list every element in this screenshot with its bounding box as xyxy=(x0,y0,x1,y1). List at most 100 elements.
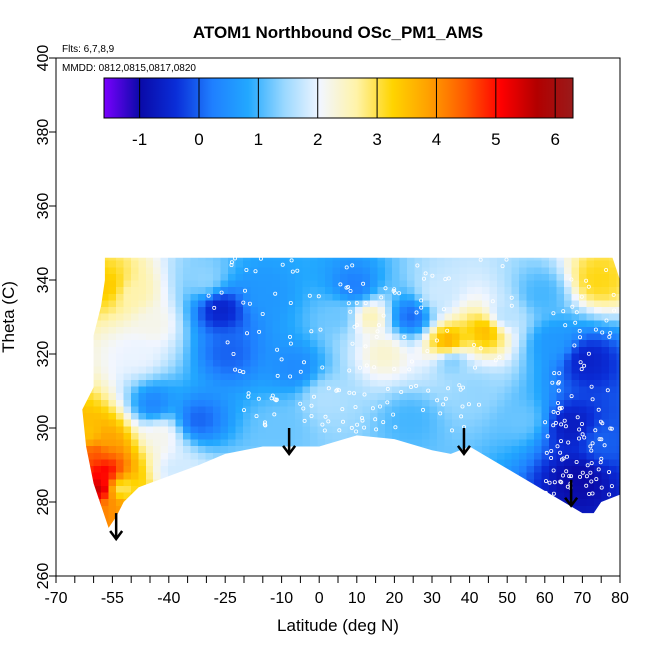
sample-point xyxy=(260,311,265,316)
sample-point xyxy=(446,276,451,281)
sample-point xyxy=(344,265,349,270)
sample-point xyxy=(556,400,561,405)
y-axis-label: Theta (C) xyxy=(0,281,18,353)
sample-point xyxy=(354,323,359,328)
sample-point xyxy=(275,347,280,352)
sample-point xyxy=(569,474,574,479)
sample-point xyxy=(392,367,397,372)
sample-point xyxy=(244,267,249,272)
sample-point xyxy=(599,456,604,461)
sample-point xyxy=(578,474,583,479)
sample-point xyxy=(257,329,262,334)
sample-point xyxy=(256,396,261,401)
sample-point xyxy=(350,341,355,346)
sample-point xyxy=(241,300,246,305)
sample-point xyxy=(322,428,327,433)
sample-point xyxy=(544,450,549,455)
colorbar-tick-label: 4 xyxy=(432,130,441,149)
sample-point xyxy=(599,437,604,442)
sample-point xyxy=(559,480,564,485)
heatmap-field xyxy=(82,257,621,528)
sample-point xyxy=(288,341,293,346)
sample-point xyxy=(604,267,609,272)
sample-point xyxy=(572,343,577,348)
x-tick-label: 80 xyxy=(611,590,629,607)
sample-point xyxy=(609,484,614,489)
sample-point xyxy=(247,301,252,306)
sample-point xyxy=(402,334,407,339)
colorbar-tick-label: 5 xyxy=(491,130,500,149)
sample-point xyxy=(272,412,277,417)
sample-point xyxy=(557,406,562,411)
sample-point xyxy=(590,441,595,446)
x-tick-label: 50 xyxy=(498,590,516,607)
sample-point xyxy=(280,262,285,267)
x-tick-label: 40 xyxy=(461,590,479,607)
sample-point xyxy=(497,355,502,360)
sample-point xyxy=(231,351,236,356)
sample-point xyxy=(307,293,312,298)
sample-point xyxy=(377,404,382,409)
sample-point xyxy=(254,414,259,419)
sample-point xyxy=(551,423,556,428)
sample-point xyxy=(577,328,582,333)
sample-point xyxy=(562,418,567,423)
sample-point xyxy=(563,424,568,429)
sample-point xyxy=(295,268,300,273)
sample-point xyxy=(567,474,572,479)
y-tick-label: 300 xyxy=(35,415,52,442)
sample-point xyxy=(374,427,379,432)
sample-point xyxy=(253,269,258,274)
arrow-head xyxy=(456,445,471,456)
sample-point xyxy=(565,454,570,459)
sample-point xyxy=(543,420,548,425)
sample-point xyxy=(551,409,556,414)
colorbar-tick-label: 6 xyxy=(550,130,559,149)
sample-point xyxy=(561,473,566,478)
chart-title: ATOM1 Northbound OSc_PM1_AMS xyxy=(193,23,483,42)
dates-annotation: MMDD: 0812,0815,0817,0820 xyxy=(62,63,196,74)
sample-point xyxy=(441,402,446,407)
sample-point xyxy=(460,385,465,390)
sample-point xyxy=(393,425,398,430)
sample-point xyxy=(354,429,359,434)
sample-point xyxy=(274,397,279,402)
sample-point xyxy=(471,342,476,347)
sample-point xyxy=(580,421,585,426)
sample-point xyxy=(414,383,419,388)
x-tick-label: -10 xyxy=(270,590,293,607)
sample-point xyxy=(596,407,601,412)
sample-point xyxy=(273,291,278,296)
sample-point xyxy=(381,420,386,425)
sample-point xyxy=(578,360,583,365)
sample-point xyxy=(311,394,316,399)
sample-point xyxy=(598,419,603,424)
sample-point xyxy=(551,311,556,316)
sample-point xyxy=(244,331,249,336)
sample-point xyxy=(361,281,366,286)
sample-point xyxy=(219,290,224,295)
sample-point xyxy=(596,467,601,472)
sample-point xyxy=(460,404,465,409)
sample-point xyxy=(309,403,314,408)
sample-point xyxy=(584,278,589,283)
x-tick-label: -25 xyxy=(214,590,237,607)
sample-point xyxy=(351,391,356,396)
sample-point xyxy=(434,338,439,343)
sample-point xyxy=(274,398,279,403)
sample-point xyxy=(593,428,598,433)
sample-point xyxy=(608,426,613,431)
sample-point xyxy=(338,282,343,287)
sample-point xyxy=(323,414,328,419)
sample-point xyxy=(430,273,435,278)
sample-point xyxy=(263,423,268,428)
sample-point xyxy=(370,406,375,411)
x-tick-label: 70 xyxy=(574,590,592,607)
sample-point xyxy=(580,432,585,437)
sample-point xyxy=(561,309,566,314)
sample-point xyxy=(346,301,351,306)
sample-point xyxy=(445,328,450,333)
colorbar-ticks: -1 0 1 2 3 4 5 6 xyxy=(132,78,560,149)
sample-point xyxy=(287,334,292,339)
sample-point xyxy=(586,284,591,289)
